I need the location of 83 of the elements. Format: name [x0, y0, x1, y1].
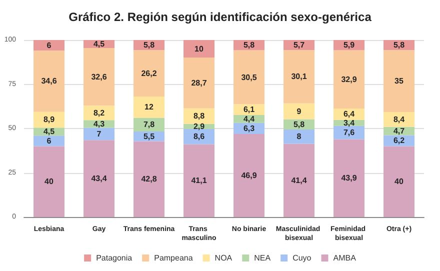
data-label: 41,1 — [191, 176, 208, 186]
bar — [34, 40, 64, 51]
bar — [134, 118, 164, 132]
data-label: 8,4 — [393, 114, 406, 124]
bar — [234, 134, 264, 217]
data-label: 5,8 — [243, 40, 256, 50]
data-label: 2,9 — [193, 122, 206, 131]
data-label: 8,9 — [43, 115, 56, 124]
data-label: 4,4 — [243, 114, 256, 124]
legend-label: NOA — [214, 254, 233, 262]
bar — [84, 48, 114, 106]
bar — [184, 40, 214, 58]
bar — [34, 136, 64, 146]
bar — [134, 141, 164, 217]
legend-label: Pampeana — [154, 254, 194, 262]
data-label: 30,1 — [291, 72, 308, 82]
data-label: 10 — [194, 44, 204, 54]
bar — [134, 96, 164, 118]
data-label: 41,4 — [291, 176, 308, 185]
data-label: 26,2 — [141, 68, 158, 78]
data-label: 8,6 — [193, 132, 206, 142]
data-label: 46,9 — [241, 170, 258, 180]
data-label: 6,1 — [243, 105, 256, 114]
legend-label: NEA — [254, 254, 272, 262]
data-label: 5,5 — [143, 132, 156, 141]
bar — [284, 130, 314, 144]
bar — [84, 128, 114, 140]
data-label: 40 — [394, 177, 404, 186]
bar — [184, 129, 214, 144]
bar — [34, 50, 64, 112]
data-label: 8,8 — [193, 112, 206, 121]
bar — [334, 50, 364, 108]
data-label: 4,3 — [93, 119, 106, 128]
data-label: 5,7 — [293, 40, 306, 50]
bar — [284, 103, 314, 120]
bar — [384, 50, 414, 112]
data-label: 9 — [296, 106, 302, 116]
bar — [334, 126, 364, 140]
data-label: 6 — [46, 40, 52, 50]
data-label: 43,4 — [91, 174, 108, 184]
bar — [134, 50, 164, 96]
data-label: 7,8 — [143, 120, 156, 130]
data-label: 5,9 — [343, 40, 356, 50]
data-label: 30,5 — [241, 72, 258, 82]
data-label: 5,8 — [293, 120, 306, 129]
bar — [34, 146, 64, 217]
data-label: 3,4 — [343, 118, 356, 128]
legend-label: AMBA — [333, 254, 357, 262]
data-label: 12 — [144, 102, 154, 112]
legend-label: Cuyo — [292, 254, 312, 262]
data-label: 5,8 — [143, 40, 156, 50]
data-label: 4,5 — [93, 39, 106, 48]
data-label: 40 — [44, 177, 54, 186]
data-label: 6,4 — [343, 110, 356, 119]
data-label: 28,7 — [191, 78, 208, 88]
data-label: 32,9 — [341, 74, 358, 84]
data-label: 4,5 — [43, 127, 56, 136]
bar — [334, 139, 364, 217]
bar — [184, 58, 214, 108]
bar — [84, 106, 114, 120]
bar — [284, 144, 314, 217]
data-label: 7 — [96, 129, 102, 138]
data-label: 8 — [296, 132, 302, 142]
bar — [184, 144, 214, 217]
legend-label: Patagonia — [96, 254, 133, 262]
data-label: 8,2 — [93, 108, 106, 118]
data-label: 35 — [394, 76, 404, 86]
data-label: 6 — [46, 136, 52, 146]
bar — [84, 140, 114, 217]
bar — [384, 112, 414, 127]
data-label: 42,8 — [141, 174, 158, 184]
bar — [234, 50, 264, 104]
data-label: 4,7 — [393, 126, 406, 136]
data-label: 43,9 — [341, 174, 358, 183]
data-label: 5,8 — [393, 40, 406, 50]
data-label: 6,2 — [393, 136, 406, 146]
data-label: 32,6 — [91, 72, 108, 82]
chart-title: Gráfico 2. Región según identificación sexo-genérica — [68, 10, 372, 24]
bar — [384, 146, 414, 217]
data-label: 6,3 — [243, 124, 256, 133]
bar — [284, 50, 314, 104]
data-label: 34,6 — [41, 76, 58, 86]
data-label: 7,6 — [343, 128, 356, 138]
